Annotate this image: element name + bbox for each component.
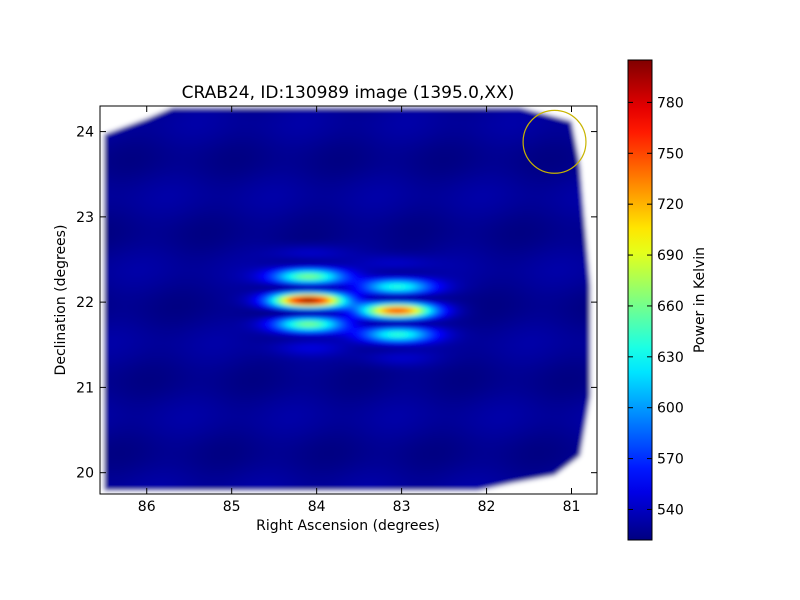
x-tick-label: 84 <box>308 499 326 515</box>
y-tick-label: 20 <box>76 466 94 482</box>
x-tick-label: 86 <box>138 499 156 515</box>
colorbar-fill <box>628 60 652 540</box>
y-tick-label: 24 <box>76 125 94 141</box>
colorbar-tick-label: 780 <box>657 95 684 111</box>
x-tick-label: 83 <box>393 499 411 515</box>
colorbar: 540 570 600 630 660 690 720 750 780 Power in Kel… <box>627 59 708 541</box>
x-axis-label: Right Ascension (degrees) <box>256 518 440 534</box>
annotation-circle <box>522 109 587 174</box>
y-tick-label: 22 <box>76 295 94 311</box>
x-tick-label: 81 <box>563 499 581 515</box>
colorbar-frame <box>627 59 653 541</box>
y-axis-ticks: 20 21 22 23 24 <box>76 125 597 482</box>
x-tick-label: 85 <box>223 499 241 515</box>
colorbar-tick-label: 540 <box>657 502 684 518</box>
colorbar-tick-label: 750 <box>657 146 684 162</box>
y-axis-label: Declination (degrees) <box>53 225 69 376</box>
colorbar-tick-label: 720 <box>657 197 684 213</box>
colorbar-tick-label: 630 <box>657 350 684 366</box>
colorbar-label: Power in Kelvin <box>692 247 708 353</box>
colorbar-tick-label: 600 <box>657 401 684 417</box>
colorbar-tick-label: 690 <box>657 248 684 264</box>
plot-frame <box>99 105 598 495</box>
colorbar-tick-label: 570 <box>657 452 684 468</box>
x-axis-ticks: 86 85 84 83 82 81 <box>138 106 581 515</box>
chart-title: CRAB24, ID:130989 image (1395.0,XX) <box>182 83 515 103</box>
x-tick-label: 82 <box>478 499 496 515</box>
y-tick-label: 23 <box>76 210 94 226</box>
heatmap-image <box>100 106 597 494</box>
plot-area <box>100 106 597 494</box>
y-tick-label: 21 <box>76 380 94 396</box>
colorbar-tick-label: 660 <box>657 299 684 315</box>
colorbar-ticks: 540 570 600 630 660 690 720 750 780 <box>628 95 684 518</box>
